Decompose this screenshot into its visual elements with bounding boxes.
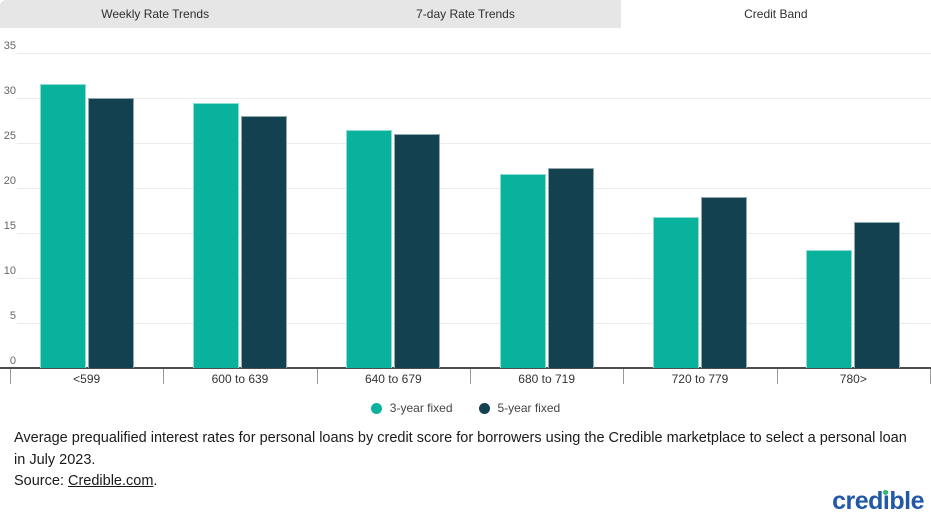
- y-axis-label-15: 15: [3, 220, 16, 232]
- y-axis-label-30: 30: [3, 85, 16, 97]
- bar-5yr-2[interactable]: [394, 134, 441, 368]
- tab-credit-band[interactable]: Credit Band: [620, 0, 931, 28]
- x-axis-tick: [623, 369, 625, 384]
- x-axis-label-4: 720 to 779: [671, 372, 729, 386]
- tab-7-day-rate-trends[interactable]: 7-day Rate Trends: [416, 7, 515, 21]
- bar-3yr-3[interactable]: [499, 173, 546, 368]
- gridline-35: [17, 53, 931, 54]
- x-axis-label-5: 780>: [839, 372, 867, 386]
- bar-3yr-5[interactable]: [806, 250, 853, 368]
- legend-dot-5-year-icon: [478, 402, 490, 414]
- caption-line-1: Average prequalified interest rates for …: [14, 430, 907, 468]
- bar-5yr-4[interactable]: [701, 197, 747, 368]
- credible-logo: credi ble: [832, 489, 924, 514]
- chart-caption: Average prequalified interest rates for …: [14, 428, 921, 493]
- y-axis-label-0: 0: [9, 355, 16, 367]
- y-axis-label-10: 10: [3, 265, 16, 277]
- logo-text-part1: cred: [832, 487, 883, 515]
- x-axis-tick: [316, 369, 318, 384]
- logo-green-dot-icon: [883, 490, 889, 495]
- x-axis-tick: [10, 369, 11, 384]
- y-axis-label-35: 35: [3, 40, 16, 52]
- bar-5yr-1[interactable]: [241, 116, 287, 368]
- x-axis-label-1: 600 to 639: [211, 372, 269, 386]
- x-axis-label-0: <599: [73, 372, 101, 386]
- tab-weekly-rate-trends[interactable]: Weekly Rate Trends: [101, 7, 210, 21]
- bar-3yr-4[interactable]: [653, 216, 699, 368]
- bar-5yr-0[interactable]: [87, 98, 134, 368]
- legend-label: 3-year fixed: [389, 401, 453, 415]
- x-axis-tick: [163, 369, 165, 384]
- legend-label: 5-year fixed: [497, 401, 561, 415]
- logo-text-part3: ble: [889, 487, 924, 515]
- y-axis-label-5: 5: [9, 310, 16, 322]
- y-axis-label-25: 25: [3, 130, 16, 142]
- bar-3yr-2[interactable]: [346, 129, 393, 368]
- legend-item-3-year-fixed[interactable]: 3-year fixed: [370, 401, 453, 415]
- gridline-20: [17, 188, 931, 189]
- bar-5yr-5[interactable]: [854, 222, 901, 368]
- bar-5yr-3[interactable]: [547, 168, 594, 368]
- x-axis-tick: [776, 369, 778, 384]
- gridline-25: [17, 143, 931, 144]
- caption-period: .: [153, 473, 158, 489]
- caption-source-prefix: Source:: [14, 473, 68, 489]
- legend-dot-3-year-icon: [370, 402, 382, 414]
- credible-com-link[interactable]: Credible.com: [68, 473, 154, 489]
- gridline-5: [17, 323, 931, 324]
- x-axis-label-2: 640 to 679: [364, 372, 422, 386]
- tab-bar: Weekly Rate Trends 7-day Rate Trends Cre…: [0, 0, 931, 28]
- y-axis-label-20: 20: [3, 175, 16, 187]
- logo-letter-i: i: [882, 487, 890, 515]
- gridline-15: [17, 233, 931, 234]
- x-axis-tick: [470, 369, 471, 384]
- gridline-30: [17, 98, 931, 99]
- bar-3yr-1[interactable]: [193, 103, 239, 368]
- chart-legend: 3-year fixed 5-year fixed: [0, 399, 931, 417]
- bar-3yr-0[interactable]: [39, 83, 86, 368]
- gridline-10: [17, 278, 931, 279]
- logo-text-part2: i: [882, 487, 890, 515]
- legend-item-5-year-fixed[interactable]: 5-year fixed: [478, 401, 561, 415]
- bar-chart: 0 5 10 15 20 25 30 35 <599 600 to 639 640 to 679 68…: [0, 28, 931, 390]
- caption-source-line: Source: Credible.com.: [14, 471, 921, 493]
- x-axis-label-3: 680 to 719: [518, 372, 576, 386]
- x-axis-line: [0, 367, 931, 369]
